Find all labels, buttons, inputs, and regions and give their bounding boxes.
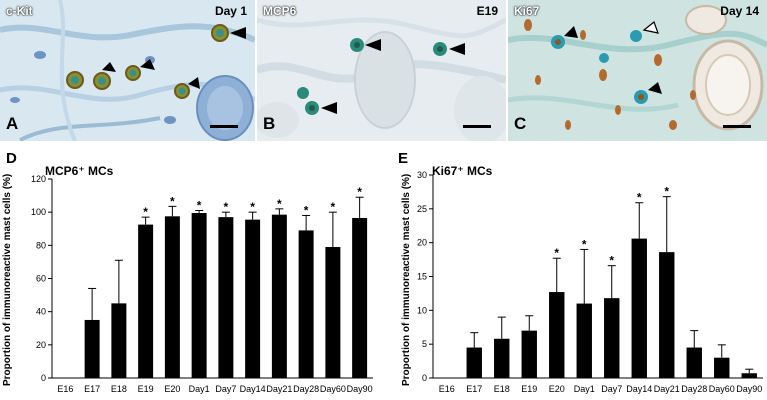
y-tick-label: 0 [422,373,427,383]
bar-day90 [352,217,368,378]
bar-e20 [549,292,565,378]
micrograph-panel-b: MCP6 E19 B [257,0,506,141]
micrograph-a-letter: A [6,114,19,133]
x-tick-label: Day90 [347,384,373,394]
micrograph-c-image [508,0,767,141]
significance-marker: * [170,194,175,208]
x-tick-label: E17 [84,384,100,394]
bar-day90 [741,373,757,378]
micrograph-panel-a: c-Kit Day 1 A [0,0,255,141]
x-tick-label: Day1 [574,384,595,394]
bar-day7 [604,298,620,378]
y-tick-label: 25 [417,204,427,214]
x-tick-label: E16 [57,384,73,394]
significance-marker: * [637,191,642,205]
x-tick-label: Day90 [736,384,762,394]
y-tick-label: 100 [31,207,46,217]
x-tick-label: Day21 [266,384,292,394]
micrograph-a-scale-bar [210,125,238,128]
significance-marker: * [664,185,669,199]
micrograph-a-image [0,0,255,141]
bar-e19 [138,224,154,378]
bar-day1 [191,212,207,378]
significance-marker: * [582,237,587,251]
bar-e18 [111,303,127,378]
bar-day60 [714,357,730,378]
x-tick-label: Day28 [293,384,319,394]
y-tick-label: 10 [417,305,427,315]
x-tick-label: Day60 [320,384,346,394]
significance-marker: * [277,197,282,211]
y-tick-label: 15 [417,272,427,282]
x-tick-label: E18 [494,384,510,394]
y-tick-label: 40 [36,307,46,317]
significance-marker: * [143,205,148,219]
micrograph-b-stain-label: MCP6 [263,4,297,18]
x-tick-label: Day28 [681,384,707,394]
significance-marker: * [250,200,255,214]
micrograph-c-scale-bar [723,125,751,128]
bar-e17 [466,347,482,378]
y-tick-label: 120 [31,174,46,184]
bar-e19 [521,330,537,378]
significance-marker: * [197,199,202,213]
bar-day1 [576,303,592,378]
y-tick-label: 30 [417,170,427,180]
significance-marker: * [609,254,614,268]
significance-marker: * [304,203,309,217]
significance-marker: * [554,246,559,260]
y-tick-label: 60 [36,274,46,284]
x-tick-label: Day14 [626,384,652,394]
significance-marker: * [331,200,336,214]
bar-e20 [164,216,180,378]
x-tick-label: E20 [549,384,565,394]
chart-e-plot: 0 5 10 15 20 25 30 E16 E17 E18 E19 * E20 * Day1 * Day7 * D… [417,170,763,394]
bar-day14 [631,238,647,378]
significance-marker: * [357,185,362,199]
bar-day7 [218,217,234,378]
micrograph-c-stain-label: Ki67 [514,4,540,18]
chart-d-letter: D [6,150,17,167]
bar-day28 [298,230,314,378]
bar-day21 [659,252,675,378]
chart-d-plot: 0 20 40 60 80 100 120 E16 E17 E18 * E19 * E20 * Day1 * Da… [31,174,373,394]
x-tick-label: Day21 [654,384,680,394]
micrograph-b-letter: B [263,114,276,133]
bar-e17 [84,319,100,378]
micrograph-panel-c: Ki67 Day 14 C [508,0,767,141]
micrograph-b-image [257,0,506,141]
y-tick-label: 80 [36,240,46,250]
x-tick-label: E16 [439,384,455,394]
x-tick-label: Day7 [601,384,622,394]
x-tick-label: E17 [466,384,482,394]
x-tick-label: Day1 [189,384,210,394]
x-tick-label: E18 [111,384,127,394]
x-tick-label: Day14 [240,384,266,394]
y-tick-label: 5 [422,339,427,349]
x-tick-label: E19 [521,384,537,394]
bar-day14 [245,219,261,378]
significance-marker: * [224,200,229,214]
x-tick-label: E19 [138,384,154,394]
y-tick-label: 20 [36,340,46,350]
x-tick-label: Day60 [709,384,735,394]
micrograph-b-scale-bar [463,125,491,128]
y-tick-label: 20 [417,238,427,248]
chart-d-title: MCP6⁺ MCs [45,164,114,178]
bar-day21 [271,214,287,378]
chart-e-title: Ki67⁺ MCs [432,164,493,178]
bar-day28 [686,347,702,378]
x-tick-label: Day7 [215,384,236,394]
y-tick-label: 0 [41,373,46,383]
chart-e-letter: E [398,150,409,167]
bar-day60 [325,246,341,378]
x-tick-label: E20 [164,384,180,394]
micrograph-b-time-label: E19 [476,4,498,18]
micrograph-a-time-label: Day 1 [214,4,247,18]
micrograph-c-letter: C [514,114,527,133]
micrograph-c-time-label: Day 14 [720,4,759,18]
micrograph-a-stain-label: c-Kit [6,4,33,18]
bar-e18 [494,338,510,378]
